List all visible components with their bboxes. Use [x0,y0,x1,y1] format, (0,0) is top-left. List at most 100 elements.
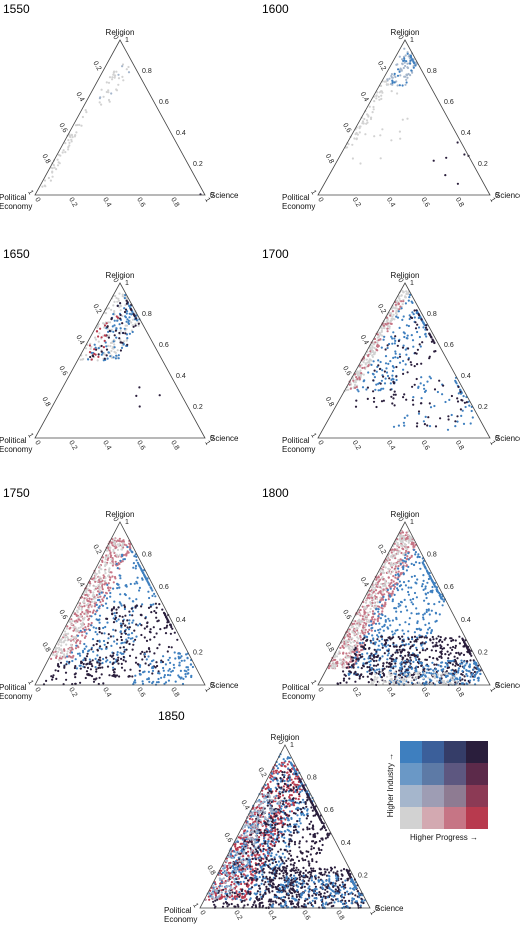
data-point [424,587,427,590]
data-point [360,673,363,676]
data-point [371,354,374,357]
data-point [400,294,403,297]
data-point [98,571,101,574]
data-point [173,666,176,669]
data-point [442,668,445,671]
data-point [411,399,414,402]
data-point [126,297,129,300]
tick-label-political-economy: 0.6 [57,609,68,621]
data-point [140,613,143,616]
data-point [70,618,73,621]
data-point [78,606,81,609]
data-point [401,318,404,321]
data-point [154,602,157,605]
data-point [145,625,148,628]
data-point [392,580,395,583]
data-point [377,389,380,392]
data-point [176,638,179,641]
data-point [147,582,150,585]
data-point [119,309,122,312]
data-point [180,655,183,658]
data-point [112,73,115,76]
data-point [393,587,396,591]
data-point [420,362,423,365]
data-point [69,651,72,654]
data-point [372,583,375,587]
data-point [133,555,136,558]
data-point [102,639,106,643]
data-point [102,596,105,599]
data-point [402,572,405,575]
data-point [393,555,396,558]
data-point [348,666,351,669]
data-point [174,680,177,683]
data-point [354,386,357,389]
data-point [398,675,401,679]
data-point [79,681,82,684]
data-point [389,388,392,391]
data-point [363,358,366,362]
data-point [390,579,393,582]
data-point [369,610,372,613]
data-point [185,653,188,656]
data-point [68,627,71,630]
data-point [153,592,156,596]
data-point [372,373,375,376]
data-point [122,619,125,623]
data-point [101,661,104,665]
data-point [378,670,381,673]
tick-label-political-economy: 0.4 [74,576,85,588]
data-point [442,384,445,387]
data-point [75,639,78,643]
data-point [376,634,379,637]
data-point [163,627,166,630]
tick-label-science: 0 [33,687,41,694]
data-point [135,394,138,397]
data-point [422,563,425,566]
data-point [127,636,130,639]
data-point [409,361,412,364]
data-point [468,670,471,673]
data-point [105,345,108,348]
tick-label-science: 0 [33,197,41,204]
data-point [398,326,401,329]
data-point [94,630,97,634]
data-point [462,660,466,663]
data-point [113,350,116,353]
data-point [434,667,438,671]
data-point [425,608,428,612]
vertex-label-religion: Religion [391,510,420,519]
data-point [118,306,121,309]
data-point [358,613,361,616]
data-point [85,604,88,607]
data-point [390,319,393,322]
data-point [158,603,161,606]
data-point [111,544,114,547]
data-point [119,574,122,577]
data-point [92,591,95,594]
data-point [342,658,345,661]
tick-label-science: 0.4 [101,440,112,452]
data-point [269,842,272,846]
data-point [98,647,101,650]
data-point [412,345,415,348]
data-point [412,65,415,68]
data-point [66,635,69,639]
data-point [123,669,126,672]
triangle-frame [317,282,491,439]
data-point [389,83,393,86]
data-point [64,630,67,633]
data-point [60,637,63,641]
tick-label-religion: 0.8 [427,68,437,75]
tick-label-science: 0.6 [135,687,146,699]
data-point [104,576,107,580]
data-point [174,657,177,660]
data-points [344,47,470,185]
data-point [412,313,415,316]
data-point [394,629,397,632]
data-point [98,101,101,104]
data-point [92,593,95,596]
data-point [143,636,146,639]
data-point [93,572,96,575]
data-point [390,90,393,93]
